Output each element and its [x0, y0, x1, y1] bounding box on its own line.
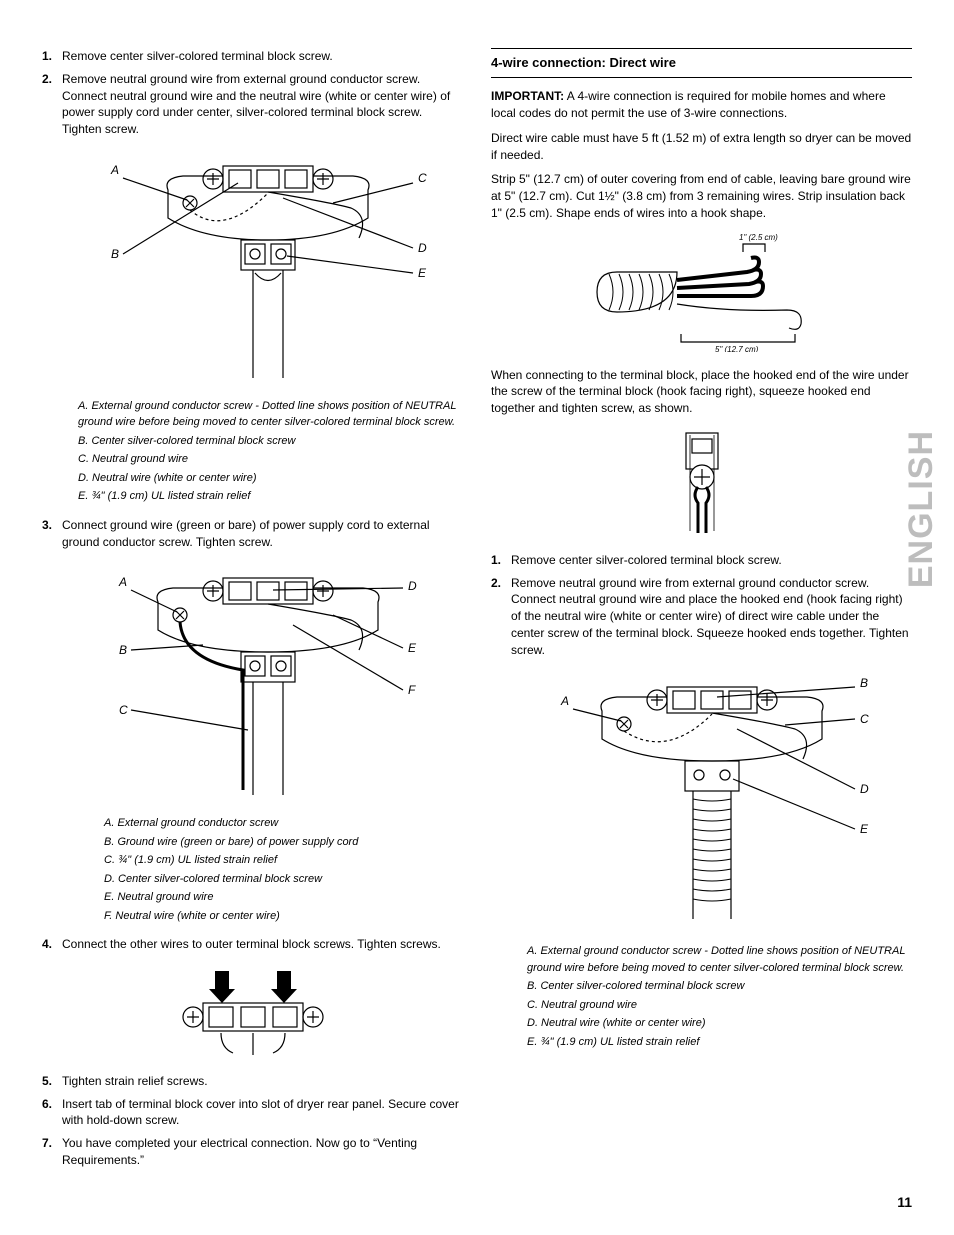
fig-label-c: C [860, 712, 869, 726]
figure-terminal-block-3: A B C D E [491, 669, 912, 934]
left-column: 1. Remove center silver-colored terminal… [42, 48, 463, 1175]
caption: B. Ground wire (green or bare) of power … [104, 834, 463, 851]
paragraph: IMPORTANT: A 4-wire connection is requir… [491, 88, 912, 122]
caption: D. Neutral wire (white or center wire) [78, 470, 463, 487]
caption: C. ¾" (1.9 cm) UL listed strain relief [104, 852, 463, 869]
step-number: 2. [42, 71, 62, 138]
figure-terminal-arrows [42, 963, 463, 1063]
fig-label-e: E [860, 822, 869, 836]
dim-bottom: 5" (12.7 cm) [715, 345, 759, 352]
paragraph: When connecting to the terminal block, p… [491, 367, 912, 417]
dim-top: 1" (2.5 cm) [739, 233, 778, 242]
caption: B. Center silver-colored terminal block … [527, 978, 912, 995]
left-step-list: 1. Remove center silver-colored terminal… [42, 48, 463, 138]
caption: D. Center silver-colored terminal block … [104, 871, 463, 888]
list-item: 1. Remove center silver-colored terminal… [491, 552, 912, 569]
fig-label-b: B [860, 676, 868, 690]
list-item: 6. Insert tab of terminal block cover in… [42, 1096, 463, 1130]
step-text: Connect ground wire (green or bare) of p… [62, 517, 463, 551]
page-number: 11 [897, 1193, 912, 1213]
right-step-list: 1. Remove center silver-colored terminal… [491, 552, 912, 659]
caption: E. ¾" (1.9 cm) UL listed strain relief [78, 488, 463, 505]
left-step-list-cont: 3. Connect ground wire (green or bare) o… [42, 517, 463, 551]
fig-label-f: F [408, 683, 416, 697]
figure1-captions: A. External ground conductor screw - Dot… [78, 398, 463, 505]
caption: F. Neutral wire (white or center wire) [104, 908, 463, 925]
step-number: 5. [42, 1073, 62, 1090]
list-item: 2. Remove neutral ground wire from exter… [491, 575, 912, 659]
fig-label-d: D [418, 241, 427, 255]
step-number: 3. [42, 517, 62, 551]
left-step-list-cont3: 5. Tighten strain relief screws. 6. Inse… [42, 1073, 463, 1169]
fig-label-d: D [408, 579, 417, 593]
fig-label-d: D [860, 782, 869, 796]
left-step-list-cont2: 4. Connect the other wires to outer term… [42, 936, 463, 953]
caption: D. Neutral wire (white or center wire) [527, 1015, 912, 1032]
caption: E. ¾" (1.9 cm) UL listed strain relief [527, 1034, 912, 1051]
fig-label-c: C [119, 703, 128, 717]
fig-label-e: E [418, 266, 427, 280]
figure-terminal-block-1: A B C D E [42, 148, 463, 388]
step-number: 1. [42, 48, 62, 65]
right-column: 4-wire connection: Direct wire IMPORTANT… [491, 48, 912, 1175]
section-heading: 4-wire connection: Direct wire [491, 48, 912, 78]
step-text: Remove center silver-colored terminal bl… [511, 552, 912, 569]
caption: B. Center silver-colored terminal block … [78, 433, 463, 450]
step-number: 7. [42, 1135, 62, 1169]
list-item: 5. Tighten strain relief screws. [42, 1073, 463, 1090]
fig-label-c: C [418, 171, 427, 185]
figure3-captions: A. External ground conductor screw - Dot… [527, 943, 912, 1050]
caption: E. Neutral ground wire [104, 889, 463, 906]
caption: A. External ground conductor screw - Dot… [78, 398, 463, 431]
list-item: 4. Connect the other wires to outer term… [42, 936, 463, 953]
step-text: Tighten strain relief screws. [62, 1073, 463, 1090]
step-text: Connect the other wires to outer termina… [62, 936, 463, 953]
step-text: You have completed your electrical conne… [62, 1135, 463, 1169]
caption: A. External ground conductor screw [104, 815, 463, 832]
fig-label-a: A [110, 163, 119, 177]
important-label: IMPORTANT: [491, 89, 564, 103]
figure-terminal-block-2: A B C D E F [42, 560, 463, 805]
step-number: 6. [42, 1096, 62, 1130]
list-item: 2. Remove neutral ground wire from exter… [42, 71, 463, 138]
step-number: 1. [491, 552, 511, 569]
figure2-captions: A. External ground conductor screw B. Gr… [104, 815, 463, 924]
step-text: Remove neutral ground wire from external… [62, 71, 463, 138]
figure-hook-screw [491, 427, 912, 542]
step-text: Insert tab of terminal block cover into … [62, 1096, 463, 1130]
caption: A. External ground conductor screw - Dot… [527, 943, 912, 976]
figure-cable-strip: 1" (2.5 cm) 5" (12.7 cm) [491, 232, 912, 357]
caption: C. Neutral ground wire [527, 997, 912, 1014]
paragraph: Direct wire cable must have 5 ft (1.52 m… [491, 130, 912, 164]
list-item: 3. Connect ground wire (green or bare) o… [42, 517, 463, 551]
fig-label-e: E [408, 641, 417, 655]
caption: C. Neutral ground wire [78, 451, 463, 468]
step-number: 4. [42, 936, 62, 953]
language-side-label: ENGLISH [898, 430, 946, 588]
step-number: 2. [491, 575, 511, 659]
content-columns: 1. Remove center silver-colored terminal… [42, 48, 912, 1175]
fig-label-b: B [119, 643, 127, 657]
step-text: Remove neutral ground wire from external… [511, 575, 912, 659]
paragraph: Strip 5" (12.7 cm) of outer covering fro… [491, 171, 912, 221]
fig-label-b: B [111, 247, 119, 261]
fig-label-a: A [118, 575, 127, 589]
list-item: 1. Remove center silver-colored terminal… [42, 48, 463, 65]
fig-label-a: A [560, 694, 569, 708]
step-text: Remove center silver-colored terminal bl… [62, 48, 463, 65]
list-item: 7. You have completed your electrical co… [42, 1135, 463, 1169]
